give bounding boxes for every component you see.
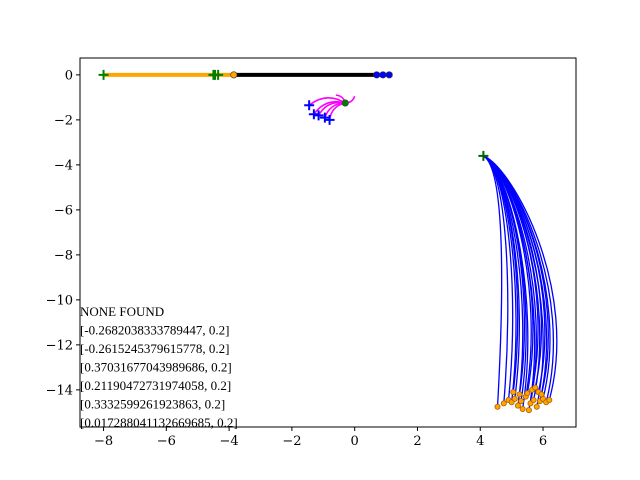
annotation-layer: NONE FOUND [-0.2682038333789447, 0.2] [-0.… <box>80 304 238 430</box>
x-tick-label: −8 <box>94 434 113 449</box>
y-tick-label: −2 <box>54 113 73 128</box>
plus-marker <box>98 69 109 80</box>
plus-marker <box>308 109 319 120</box>
magenta-trajectory <box>308 97 346 106</box>
trajectory-end-marker <box>530 396 537 403</box>
blue-trajectory <box>483 155 519 393</box>
x-tick-label: 0 <box>351 434 359 449</box>
circle-marker <box>373 71 381 79</box>
plus-marker <box>313 110 324 121</box>
y-tick-label: −12 <box>46 338 73 353</box>
series-layer <box>103 72 558 411</box>
annotation-line: [0.017288041132669685, 0.2] <box>80 415 238 430</box>
trajectory-end-marker <box>519 405 526 412</box>
annotation-line: [-0.2615245379615778, 0.2] <box>80 341 230 356</box>
trajectory-end-marker <box>532 384 539 391</box>
circle-marker <box>379 71 387 79</box>
x-tick-label: −2 <box>282 434 301 449</box>
annotation-line: [0.37031677043989686, 0.2] <box>80 360 232 375</box>
marker-layer <box>98 69 553 414</box>
annotation-line: [0.21190472731974058, 0.2] <box>80 378 231 393</box>
trajectory-end-marker <box>514 402 521 409</box>
trajectory-end-marker <box>546 396 553 403</box>
x-tick-label: −4 <box>220 434 239 449</box>
plus-marker <box>324 114 335 125</box>
plus-marker <box>209 69 220 80</box>
y-tick-label: −10 <box>46 293 73 308</box>
axes-frame <box>79 57 577 428</box>
x-tick-label: 6 <box>539 434 547 449</box>
trajectory-end-marker <box>510 389 517 396</box>
trajectory-end-marker <box>524 390 531 397</box>
circle-marker <box>341 99 349 107</box>
annotation-line: NONE FOUND <box>80 304 164 319</box>
y-tick-label: 0 <box>65 68 73 83</box>
blue-trajectory <box>483 155 503 407</box>
trajectory-end-marker <box>516 391 523 398</box>
plus-marker <box>478 150 489 161</box>
plus-marker <box>319 112 330 123</box>
y-tick-label: −4 <box>54 158 73 173</box>
x-tick-label: 4 <box>476 434 484 449</box>
trajectory-end-marker <box>533 403 540 410</box>
plus-marker <box>304 100 315 111</box>
trajectory-end-marker <box>538 391 545 398</box>
trajectory-end-marker <box>494 403 501 410</box>
tick-layer: −8 −6 −4 −2 0 2 4 6 0 −2 −4 −6 −8 −10 −12 −14 <box>46 68 548 449</box>
trajectory-end-marker <box>500 400 507 407</box>
y-tick-label: −14 <box>46 383 73 398</box>
trajectory-end-marker <box>525 407 532 414</box>
circle-marker <box>385 71 393 79</box>
x-tick-label: −6 <box>157 434 176 449</box>
y-tick-label: −8 <box>54 248 73 263</box>
blue-trajectory <box>483 155 549 395</box>
y-tick-label: −6 <box>54 203 73 218</box>
annotation-line: [0.3332599261923863, 0.2] <box>80 397 225 412</box>
annotation-line: [-0.2682038333789447, 0.2] <box>80 323 230 338</box>
circle-marker <box>230 71 238 79</box>
trajectory-end-marker <box>511 395 518 402</box>
trajectory-end-marker <box>518 398 525 405</box>
x-tick-label: 2 <box>413 434 421 449</box>
